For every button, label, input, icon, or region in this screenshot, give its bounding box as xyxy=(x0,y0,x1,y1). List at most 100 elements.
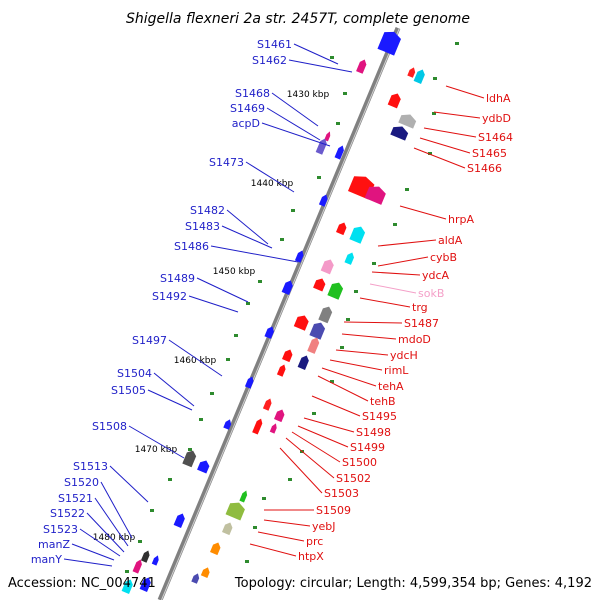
gene-feature xyxy=(356,59,367,74)
label-leader xyxy=(341,333,397,340)
label-leader xyxy=(311,395,361,417)
gene-label: mdoD xyxy=(398,333,431,346)
label-leader xyxy=(285,437,335,479)
gene-label: ydcH xyxy=(390,349,418,362)
label-leader xyxy=(293,43,339,65)
gene-feature xyxy=(324,131,331,142)
gene-features xyxy=(121,31,459,594)
gene-label: S1483 xyxy=(185,220,220,233)
gene-label: S1509 xyxy=(316,504,351,517)
tick-mark xyxy=(291,209,295,212)
gene-feature xyxy=(293,315,309,331)
tick-mark xyxy=(199,418,203,421)
gene-feature xyxy=(173,513,185,528)
label-leader xyxy=(86,512,125,553)
label-leader xyxy=(377,239,437,247)
gene-feature xyxy=(364,186,386,205)
gene-feature xyxy=(313,278,326,292)
scale-tick-label: 1440 kbp xyxy=(251,179,294,189)
gene-label: S1497 xyxy=(132,334,167,347)
tick-mark xyxy=(280,238,284,241)
gene-feature xyxy=(262,398,272,411)
tick-mark xyxy=(188,448,192,451)
gene-feature xyxy=(244,376,254,389)
gene-feature xyxy=(349,226,366,244)
gene-feature xyxy=(132,559,142,574)
label-leader xyxy=(369,283,417,294)
gene-label: ydcA xyxy=(422,269,450,282)
label-leader xyxy=(147,389,193,411)
gene-label: S1466 xyxy=(467,162,502,175)
gene-feature xyxy=(407,67,416,78)
gene-label: S1520 xyxy=(64,476,99,489)
scale-tick-label: 1470 kbp xyxy=(135,445,178,455)
label-leader xyxy=(329,359,383,371)
tick-mark xyxy=(288,478,292,481)
gene-label: S1500 xyxy=(342,456,377,469)
topology-text: Topology: circular; Length: 4,599,354 bp… xyxy=(234,576,592,591)
gene-feature xyxy=(252,418,263,435)
gene-feature xyxy=(269,423,277,434)
gene-label: S1492 xyxy=(152,290,187,303)
gene-feature xyxy=(327,282,344,300)
label-leader xyxy=(100,481,133,539)
label-leader xyxy=(168,339,223,377)
scale-tick-label: 1460 kbp xyxy=(174,356,217,366)
gene-feature xyxy=(140,550,150,563)
label-leader xyxy=(226,209,269,245)
gene-feature xyxy=(309,322,326,340)
tick-mark xyxy=(138,540,142,543)
label-leader xyxy=(221,225,273,249)
gene-label: S1503 xyxy=(324,487,359,500)
accession-text: Accession: NC_004741 xyxy=(8,576,156,591)
label-leader xyxy=(335,349,389,356)
label-leader xyxy=(263,519,311,527)
gene-feature xyxy=(297,355,309,370)
gene-feature xyxy=(377,31,401,56)
genome-backbone xyxy=(157,27,401,600)
label-leader xyxy=(291,431,341,463)
gene-feature xyxy=(210,542,221,556)
label-leader xyxy=(266,107,321,141)
tick-mark xyxy=(312,412,316,415)
gene-label: prc xyxy=(306,535,323,548)
gene-label: S1513 xyxy=(73,460,108,473)
scale-tick-label: 1450 kbp xyxy=(213,267,256,277)
gene-feature xyxy=(318,306,333,324)
label-leader xyxy=(271,92,319,127)
gene-feature xyxy=(276,364,286,377)
label-leader xyxy=(279,447,323,494)
gene-feature xyxy=(264,326,274,339)
gene-label: S1469 xyxy=(230,102,265,115)
label-leader xyxy=(245,161,295,193)
gene-label: S1522 xyxy=(50,507,85,520)
label-leader xyxy=(153,372,195,407)
label-leaders xyxy=(63,43,485,567)
gene-feature xyxy=(318,194,328,207)
tick-mark xyxy=(372,262,376,265)
tick-mark xyxy=(226,358,230,361)
gene-label: trg xyxy=(412,301,428,314)
label-leader xyxy=(128,425,185,459)
gene-feature xyxy=(390,126,409,141)
gene-label: ydbD xyxy=(482,112,511,125)
gene-label: htpX xyxy=(298,550,324,563)
gene-label: S1498 xyxy=(356,426,391,439)
label-leader xyxy=(109,465,149,503)
tick-mark xyxy=(330,380,334,383)
tick-mark xyxy=(317,176,321,179)
label-leader xyxy=(257,531,305,542)
gene-label: tehA xyxy=(378,380,404,393)
tick-mark xyxy=(262,497,266,500)
label-leader xyxy=(423,127,477,138)
gene-label: S1482 xyxy=(190,204,225,217)
label-leader xyxy=(196,277,249,303)
label-leader xyxy=(343,321,403,324)
gene-label: cybB xyxy=(430,251,457,264)
gene-label: S1508 xyxy=(92,420,127,433)
label-leader xyxy=(188,295,239,313)
tick-mark xyxy=(245,560,249,563)
gene-feature xyxy=(121,579,133,594)
gene-label: S1487 xyxy=(404,317,439,330)
